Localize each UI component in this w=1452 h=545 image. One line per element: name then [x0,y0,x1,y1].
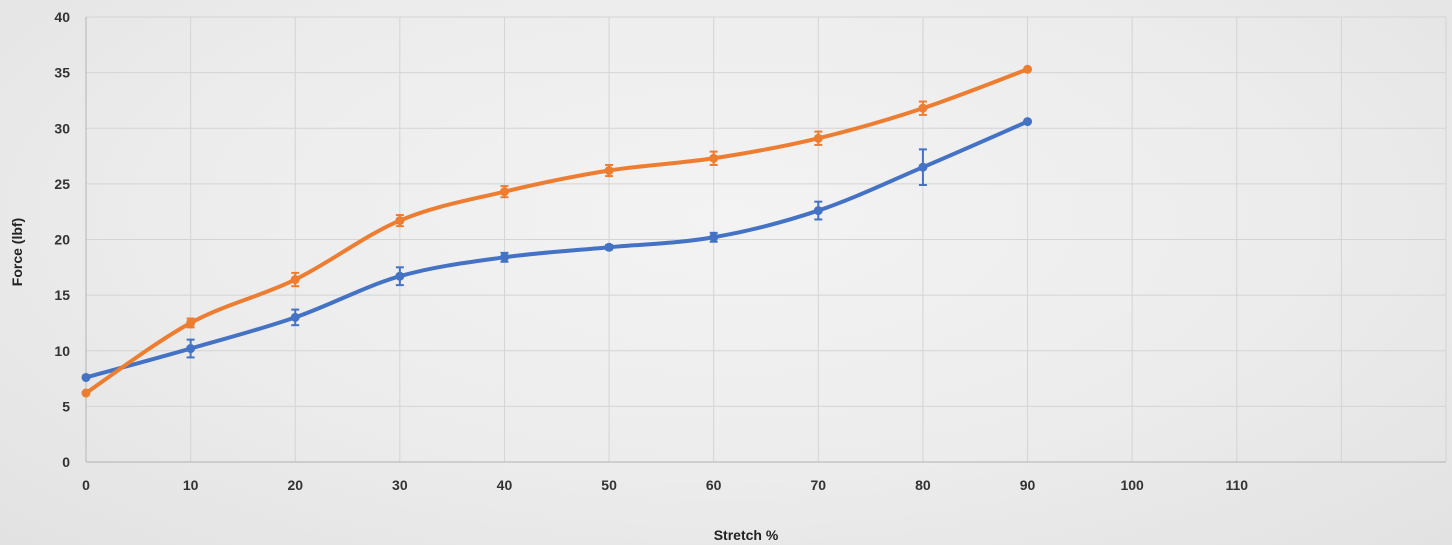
data-point [290,275,300,285]
y-tick-label: 10 [54,343,70,359]
gridlines [85,16,1447,463]
y-tick-label: 25 [54,176,70,192]
x-axis-title: Stretch % [714,527,779,543]
y-tick-label: 0 [62,454,70,470]
series-2 [81,64,1033,398]
data-point [395,216,405,226]
y-axis-title: Force (lbf) [9,218,25,286]
x-tick-label: 20 [287,477,303,493]
data-point [709,153,719,163]
y-tick-label: 20 [54,232,70,248]
series-layer [81,64,1033,398]
series-line [84,119,1030,380]
x-tick-label: 10 [183,477,199,493]
data-point [81,388,91,398]
x-tick-label: 90 [1020,477,1036,493]
axes [85,17,1446,463]
x-tick-label: 70 [811,477,827,493]
data-point [604,166,614,176]
data-point [813,206,823,216]
x-tick-label: 80 [915,477,931,493]
data-point [918,162,928,172]
x-tick-label: 50 [601,477,617,493]
data-point [186,344,196,354]
data-point [604,242,614,252]
y-tick-label: 5 [62,398,70,414]
y-tick-label: 40 [54,9,70,25]
tick-labels: 0 5 10 15 20 25 30 35 40 0 10 20 30 40 50 60 70 80 90 100 11… [54,9,1248,493]
x-tick-label: 30 [392,477,408,493]
x-tick-label: 40 [497,477,513,493]
data-point [81,372,91,382]
data-point [499,252,509,262]
data-point [290,312,300,322]
x-tick-label: 100 [1120,477,1144,493]
data-point [186,318,196,328]
data-point [813,133,823,143]
data-point [709,232,719,242]
x-tick-label: 110 [1225,477,1248,493]
x-tick-label: 60 [706,477,722,493]
data-point [918,103,928,113]
series-line [84,67,1030,396]
data-point [1023,64,1033,74]
y-tick-label: 35 [54,65,70,81]
data-point [1023,117,1033,127]
x-tick-label: 0 [82,477,90,493]
y-tick-label: 30 [54,120,70,136]
data-point [395,271,405,281]
y-tick-label: 15 [54,287,70,303]
data-point [499,187,509,197]
series-1 [81,117,1033,382]
